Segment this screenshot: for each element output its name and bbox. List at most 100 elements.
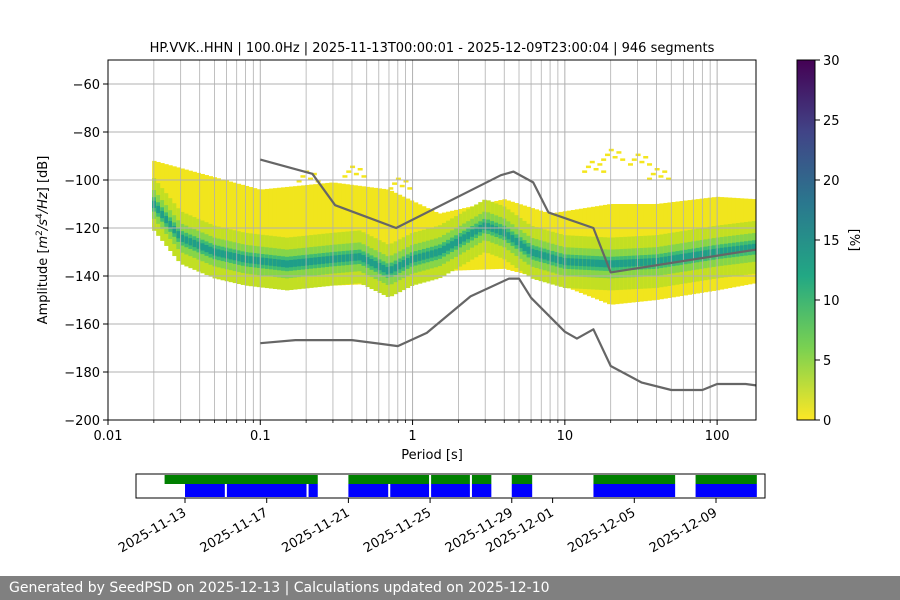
pdf-cell-peak <box>325 256 330 264</box>
availability-span-blue <box>226 484 307 497</box>
pdf-cell-outer <box>204 175 209 253</box>
pdf-scatter-cell <box>662 170 668 173</box>
timeline-tick-label: 2025-11-25 <box>361 505 434 556</box>
chart-title: HP.VVK..HHN | 100.0Hz | 2025-11-13T00:00… <box>150 41 715 56</box>
pdf-cell-outer <box>244 185 250 273</box>
noise-model-high-line <box>260 158 756 274</box>
pdf-cell-outer <box>252 188 258 276</box>
pdf-cell-peak <box>462 234 467 242</box>
pdf-cell-peak <box>607 260 612 268</box>
pdf-scatter-cell <box>616 151 622 154</box>
pdf-cell-peak <box>244 255 250 263</box>
pdf-cell-peak <box>510 235 515 243</box>
pdf-cell-peak <box>651 258 656 266</box>
pdf-cell-peak <box>663 256 668 264</box>
pdf-cell-peak <box>482 222 487 230</box>
y-tick-label: −100 <box>64 174 100 189</box>
y-tick-label: −140 <box>64 270 100 285</box>
pdf-cell-peak <box>478 224 483 233</box>
pdf-cell-peak <box>526 246 531 254</box>
pdf-cell-peak <box>309 257 314 266</box>
pdf-cell-peak <box>369 259 374 267</box>
pdf-cell-peak <box>168 221 173 229</box>
pdf-cell-outer <box>184 169 189 244</box>
colorbar-tick-label: 5 <box>823 354 831 369</box>
pdf-cell-outer <box>301 185 306 283</box>
pdf-cell-peak <box>301 258 306 266</box>
pdf-scatter-cell <box>589 160 595 164</box>
availability-span-green <box>511 475 533 484</box>
pdf-scatter-cell <box>650 172 656 176</box>
pdf-cell-peak <box>727 246 733 255</box>
pdf-scatter-cell <box>311 172 317 176</box>
availability-span-blue <box>695 484 757 497</box>
pdf-cell-peak <box>176 231 181 239</box>
pdf-cell-peak <box>751 243 756 252</box>
pdf-cell-peak <box>647 258 652 266</box>
pdf-scatter-cell <box>604 153 610 157</box>
pdf-cell-peak <box>260 257 266 265</box>
pdf-scatter-cell <box>395 177 401 181</box>
colorbar-tick-label: 30 <box>823 54 840 69</box>
pdf-cell-peak <box>687 252 692 260</box>
pdf-cell-outer <box>208 176 213 255</box>
timeline-tick-label: 2025-12-05 <box>565 505 638 556</box>
pdf-cell-peak <box>280 259 286 268</box>
x-tick-label: 100 <box>705 429 730 444</box>
pdf-cell-outer <box>268 188 274 280</box>
pdf-cell-peak <box>421 252 427 260</box>
pdf-cell-peak <box>599 259 604 268</box>
colorbar-tick-label: 0 <box>823 414 831 429</box>
pdf-cell-peak <box>180 234 185 242</box>
pdf-scatter-cell <box>582 170 588 173</box>
pdf-scatter-cell <box>635 153 641 157</box>
pdf-cell-peak <box>466 231 471 240</box>
pdf-cell-peak <box>743 244 749 253</box>
pdf-cell-outer <box>232 182 238 267</box>
pdf-cell-peak <box>192 239 197 248</box>
y-tick-label: −200 <box>64 414 100 429</box>
pdf-cell-peak <box>433 249 439 257</box>
pdf-cell-peak <box>627 259 632 267</box>
pdf-cell-peak <box>365 257 370 265</box>
pdf-cell-peak <box>578 258 584 267</box>
pdf-cell-peak <box>172 226 177 234</box>
pdf-cell-outer <box>293 186 298 282</box>
y-tick-label: −80 <box>73 126 100 141</box>
plot-grid <box>107 60 756 421</box>
y-tick-label: −160 <box>64 318 100 333</box>
noise-model-low-line <box>260 277 756 392</box>
pdf-scatter-cell <box>342 175 348 178</box>
y-axis-label: Amplitude [m2/s4/Hz] [dB] <box>35 156 51 325</box>
colorbar-tick-label: 10 <box>823 294 840 309</box>
pdf-cell-outer <box>280 187 286 281</box>
pdf-scatter-cell <box>350 165 356 169</box>
pdf-cell-peak <box>643 258 648 266</box>
pdf-cell-peak <box>747 244 753 252</box>
pdf-cell-peak <box>542 252 548 260</box>
pdf-scatter-cell <box>353 172 359 176</box>
pdf-cell-peak <box>522 243 527 251</box>
pdf-cell-outer <box>248 187 254 274</box>
pdf-cell-peak <box>530 248 535 257</box>
pdf-scatter-cell <box>388 187 394 190</box>
pdf-cell-peak <box>450 241 455 249</box>
y-axis-label-main: Amplitude [ <box>36 248 51 324</box>
pdf-cell-peak <box>429 250 435 258</box>
pdf-cell-peak <box>389 266 395 274</box>
pdf-cell-peak <box>409 255 415 264</box>
pdf-cell-outer <box>172 166 177 238</box>
x-tick-label: 1 <box>408 429 416 444</box>
pdf-cell-peak <box>566 258 572 266</box>
pdf-cell-outer <box>256 189 262 278</box>
pdf-cell-peak <box>337 255 342 263</box>
timeline-tick-label: 2025-11-17 <box>198 505 271 556</box>
pdf-scatter-cell <box>300 175 306 178</box>
pdf-cell-peak <box>164 215 169 224</box>
pdf-cell-peak <box>333 255 338 263</box>
pdf-cell-peak <box>256 257 262 265</box>
colorbar-tick-label: 20 <box>823 174 840 189</box>
availability-span-blue <box>593 484 676 497</box>
pdf-cell-peak <box>498 227 503 235</box>
pdf-cell-peak <box>321 256 326 264</box>
